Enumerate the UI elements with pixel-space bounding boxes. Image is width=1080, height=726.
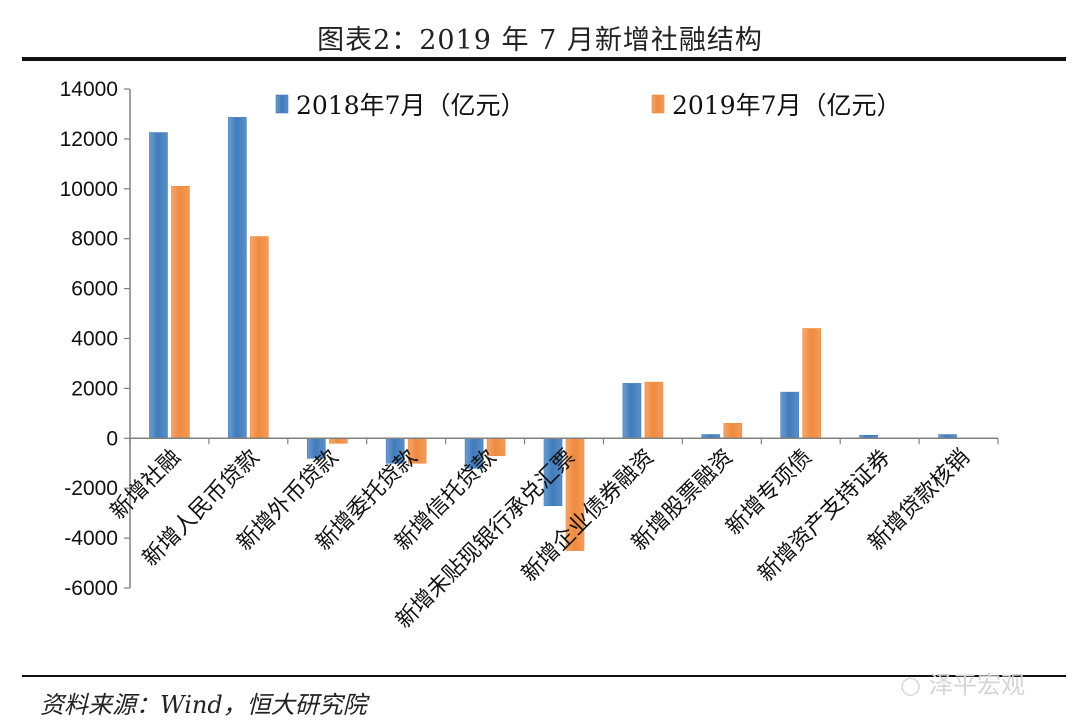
- bars-group: [149, 117, 957, 551]
- legend-label-2018: 2018年7月（亿元）: [296, 91, 526, 120]
- bar-2019-7: [723, 423, 743, 439]
- legend-label-2019: 2019年7月（亿元）: [672, 91, 902, 120]
- wechat-icon: ○: [900, 671, 921, 699]
- legend: 2018年7月（亿元） 2019年7月（亿元）: [275, 91, 902, 120]
- bar-2018-8: [780, 391, 800, 439]
- y-tick-label: 14000: [60, 78, 118, 101]
- legend-swatch-2019: [651, 94, 665, 114]
- bar-2019-8: [802, 328, 822, 439]
- bar-2018-1: [228, 117, 247, 439]
- bar-2018-0: [149, 132, 168, 439]
- y-tick-label: -2000: [64, 477, 118, 500]
- watermark-text: 泽平宏观: [928, 671, 1025, 699]
- y-tick-label: -4000: [64, 527, 118, 550]
- bar-2019-6: [644, 381, 664, 439]
- bar-2019-1: [250, 236, 269, 439]
- y-tick-label: 0: [106, 427, 118, 450]
- category-label: 新增企业债券融资: [517, 445, 659, 587]
- bar-2019-0: [171, 186, 190, 439]
- top-rule: [22, 57, 1066, 61]
- source-note: 资料来源：Wind，恒大研究院: [40, 691, 367, 719]
- y-tick-label: 2000: [71, 377, 118, 400]
- category-labels-group: 新增社融新增人民币贷款新增外币贷款新增委托贷款新增信托贷款新增未贴现银行承兑汇票…: [106, 445, 975, 634]
- legend-swatch-2018: [275, 94, 289, 114]
- watermark: ○ 泽平宏观: [900, 665, 1025, 700]
- y-tick-label: 8000: [71, 228, 118, 251]
- bottom-rule: [22, 675, 1066, 677]
- bar-2018-6: [622, 383, 642, 439]
- y-tick-label: -6000: [64, 577, 118, 600]
- category-label: 新增资产支持证券: [754, 445, 896, 587]
- y-tick-label: 12000: [60, 128, 118, 151]
- y-tick-label: 4000: [71, 328, 118, 351]
- y-tick-label: 10000: [60, 178, 118, 201]
- y-ticks-group: 14000 12000 10000 8000 6000 4000 2000 0 -2000 -40…: [60, 78, 130, 600]
- chart-title: 图表2：2019 年 7 月新增社融结构: [317, 25, 763, 56]
- y-tick-label: 6000: [71, 278, 118, 301]
